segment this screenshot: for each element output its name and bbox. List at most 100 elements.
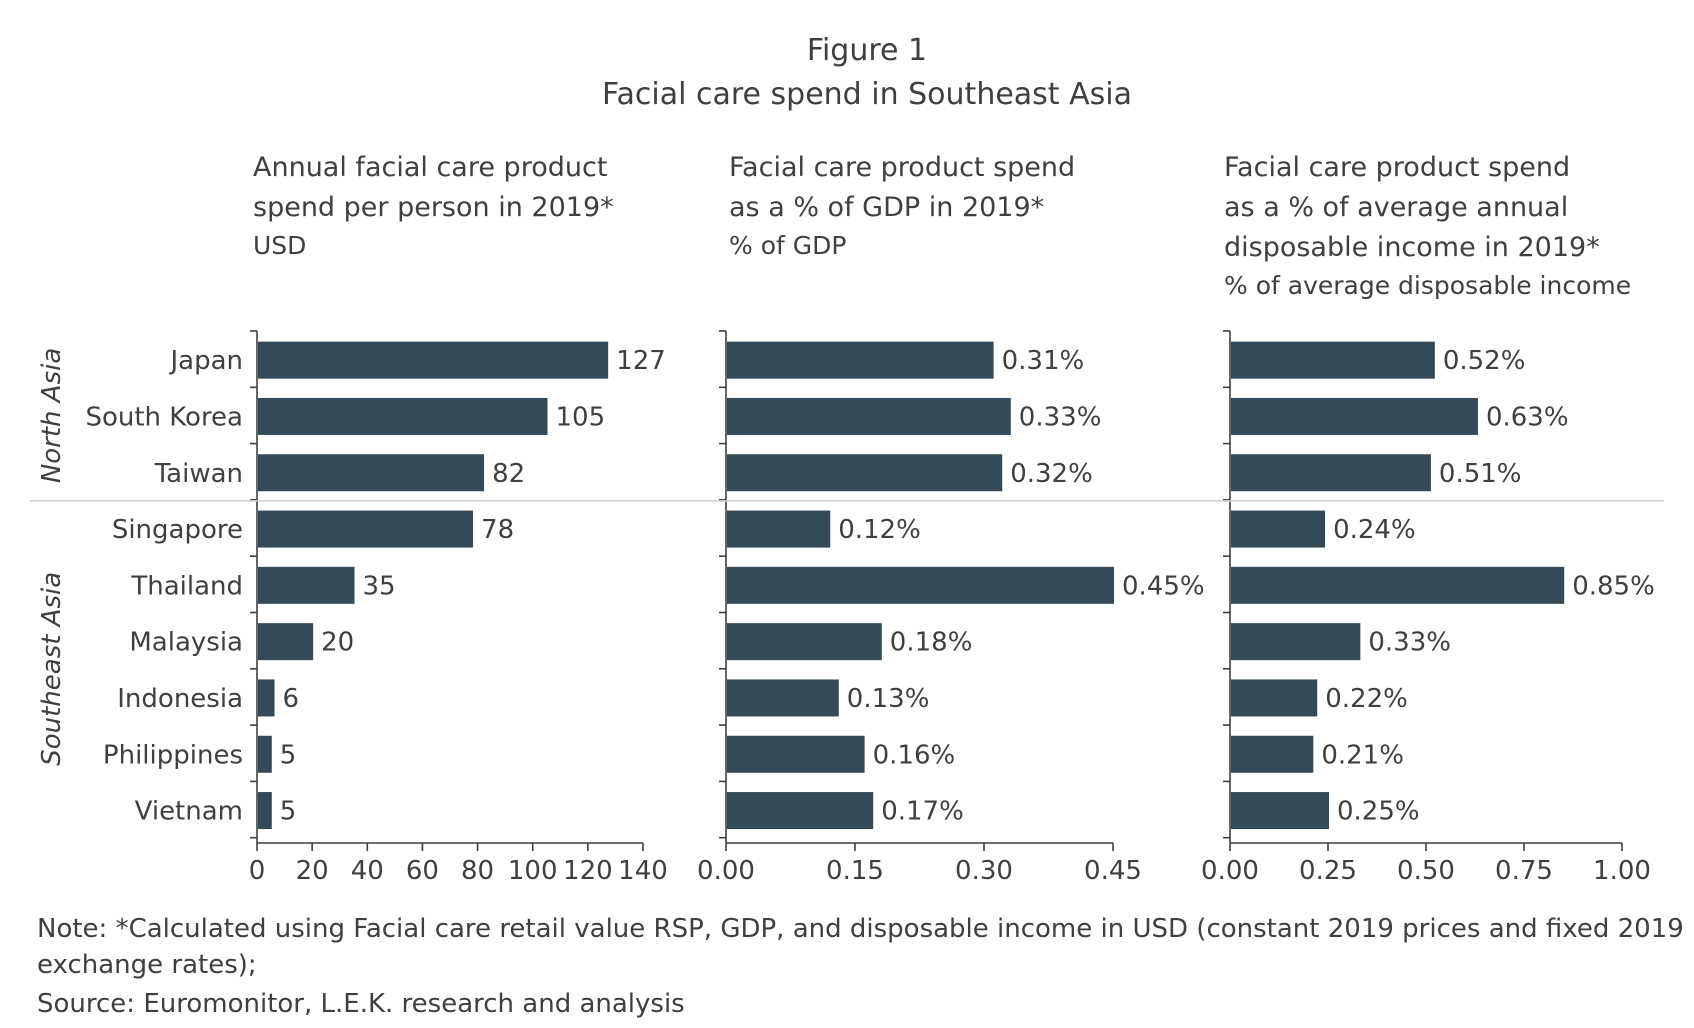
- x-tick-label: 20: [296, 856, 329, 886]
- value-label: 78: [481, 515, 514, 545]
- panel-3-title-line: Facial care product spend: [1224, 152, 1570, 183]
- x-tick-label: 80: [461, 856, 494, 886]
- value-label: 6: [283, 684, 300, 714]
- panel-2-title-line: as a % of GDP in 2019*: [729, 192, 1044, 223]
- x-tick-label: 0.30: [955, 856, 1013, 886]
- value-label: 0.52%: [1443, 346, 1526, 376]
- panel-3-title-line: as a % of average annual: [1224, 192, 1568, 223]
- figure-title: Facial care spend in Southeast Asia: [602, 77, 1132, 112]
- note-line-1: Note: *Calculated using Facial care reta…: [37, 914, 1684, 944]
- value-label: 0.22%: [1325, 684, 1408, 714]
- bar-indonesia: [258, 679, 275, 717]
- bar-thailand: [727, 566, 1114, 604]
- value-label: 0.12%: [838, 515, 921, 545]
- category-label: Vietnam: [135, 797, 243, 827]
- bar-singapore: [258, 510, 474, 548]
- bar-philippines: [258, 735, 272, 773]
- bar-taiwan: [1231, 454, 1431, 492]
- bar-japan: [1231, 341, 1435, 379]
- figure-label: Figure 1: [807, 33, 927, 68]
- x-tick-label: 140: [618, 856, 668, 886]
- chart-panels: Annual facial care product spend per pers…: [30, 152, 1664, 886]
- value-label: 0.18%: [890, 628, 973, 658]
- value-label: 0.13%: [847, 684, 930, 714]
- x-tick-label: 0.00: [1201, 856, 1259, 886]
- panel-1-title-line: Annual facial care product: [253, 152, 607, 183]
- value-label: 5: [280, 797, 297, 827]
- value-label: 0.33%: [1019, 402, 1102, 432]
- x-tick-label: 1.00: [1593, 856, 1651, 886]
- bar-japan: [258, 341, 609, 379]
- panel-3-unit: % of average disposable income: [1224, 271, 1631, 300]
- category-label: South Korea: [85, 402, 243, 432]
- bar-vietnam: [258, 792, 272, 830]
- bar-malaysia: [1231, 623, 1361, 661]
- value-label: 35: [363, 571, 396, 601]
- panel-1-title-line: spend per person in 2019*: [253, 192, 614, 223]
- value-label: 0.31%: [1002, 346, 1085, 376]
- bar-vietnam: [727, 792, 874, 830]
- bar-south-korea: [258, 397, 548, 435]
- panel-3: Facial care product spend as a % of avera…: [1201, 152, 1655, 886]
- panel-2: Facial care product spend as a % of GDP i…: [697, 152, 1205, 886]
- value-label: 0.45%: [1122, 571, 1205, 601]
- value-label: 105: [556, 402, 606, 432]
- value-label: 127: [616, 346, 666, 376]
- value-label: 0.24%: [1333, 515, 1416, 545]
- value-label: 0.33%: [1368, 628, 1451, 658]
- region-label-north-asia: North Asia: [37, 348, 67, 483]
- value-label: 0.16%: [873, 740, 956, 770]
- bar-vietnam: [1231, 792, 1329, 830]
- panel-2-unit: % of GDP: [729, 231, 846, 260]
- bar-japan: [727, 341, 994, 379]
- bar-indonesia: [727, 679, 839, 717]
- value-label: 20: [321, 628, 354, 658]
- x-tick-label: 0.45: [1084, 856, 1142, 886]
- bar-south-korea: [727, 397, 1011, 435]
- x-tick-label: 0.50: [1397, 856, 1455, 886]
- panel-3-title-line: disposable income in 2019*: [1224, 232, 1600, 263]
- note-line-2: exchange rates);: [37, 950, 257, 980]
- x-tick-label: 100: [508, 856, 558, 886]
- category-label: Singapore: [112, 515, 243, 545]
- value-label: 0.85%: [1572, 571, 1655, 601]
- value-label: 0.63%: [1486, 402, 1569, 432]
- panel-1: Annual facial care product spend per pers…: [85, 152, 667, 886]
- category-label: Indonesia: [117, 684, 243, 714]
- value-label: 0.21%: [1321, 740, 1404, 770]
- bar-taiwan: [727, 454, 1003, 492]
- x-tick-label: 60: [406, 856, 439, 886]
- category-label: Malaysia: [129, 628, 243, 658]
- bar-malaysia: [727, 623, 882, 661]
- value-label: 82: [492, 459, 525, 489]
- x-tick-label: 0.00: [697, 856, 755, 886]
- region-label-southeast-asia: Southeast Asia: [37, 572, 67, 766]
- bar-thailand: [1231, 566, 1565, 604]
- bar-philippines: [1231, 735, 1314, 773]
- bar-singapore: [1231, 510, 1326, 548]
- category-label: Japan: [168, 346, 243, 376]
- x-tick-label: 0: [249, 856, 266, 886]
- value-label: 5: [280, 740, 297, 770]
- bar-taiwan: [258, 454, 485, 492]
- category-label: Thailand: [130, 571, 243, 601]
- value-label: 0.17%: [881, 797, 964, 827]
- x-tick-label: 40: [351, 856, 384, 886]
- x-tick-label: 0.25: [1299, 856, 1357, 886]
- category-label: Philippines: [103, 740, 243, 770]
- bar-philippines: [727, 735, 865, 773]
- source-line: Source: Euromonitor, L.E.K. research and…: [37, 989, 685, 1019]
- panel-2-title-line: Facial care product spend: [729, 152, 1075, 183]
- value-label: 0.51%: [1439, 459, 1522, 489]
- bar-thailand: [258, 566, 355, 604]
- category-label: Taiwan: [154, 459, 243, 489]
- x-tick-label: 120: [563, 856, 613, 886]
- x-tick-label: 0.15: [826, 856, 884, 886]
- value-label: 0.25%: [1337, 797, 1420, 827]
- bar-south-korea: [1231, 397, 1478, 435]
- value-label: 0.32%: [1010, 459, 1093, 489]
- x-tick-label: 0.75: [1495, 856, 1553, 886]
- bar-singapore: [727, 510, 831, 548]
- bar-malaysia: [258, 623, 314, 661]
